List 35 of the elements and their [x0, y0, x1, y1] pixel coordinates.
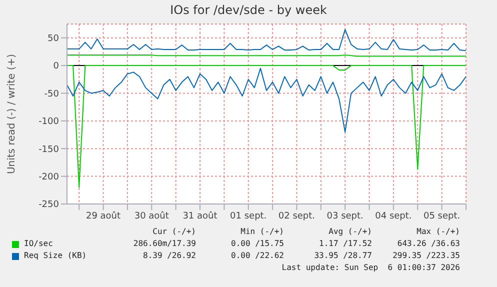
- text: Cur (-/+): [152, 226, 196, 238]
- text: Last update: Sun Sep 6 01:00:37 2026: [280, 262, 460, 274]
- text: 8.39 /26.92: [142, 250, 196, 262]
- y-tick-label: -100: [38, 117, 60, 128]
- text: 33.95 /28.77: [313, 250, 372, 262]
- x-tick-label: 04 sept.: [375, 211, 412, 222]
- legend-label: IO/sec: [23, 238, 54, 250]
- x-tick-label: 03 sept.: [326, 211, 364, 222]
- y-tick-label: -150: [38, 144, 60, 155]
- chart-title: IOs for /dev/sde - by week: [169, 3, 328, 17]
- text: 643.26 /36.63: [396, 238, 460, 250]
- y-tick-label: -50: [44, 89, 60, 100]
- text: 299.35 /223.35: [392, 250, 460, 262]
- x-tick-label: 31 août: [182, 210, 218, 222]
- y-tick-label: 0: [53, 62, 60, 72]
- text: Avg (-/+): [328, 226, 372, 238]
- y-tick-label: 50: [48, 34, 60, 44]
- x-tick-label: 30 août: [134, 210, 170, 222]
- line-series: [67, 65, 466, 188]
- text: 1.17 /17.52: [318, 238, 372, 250]
- y-tick-label: -200: [38, 172, 60, 183]
- text: Min (-/+): [240, 226, 284, 238]
- x-tick-label: 02 sept.: [278, 211, 316, 222]
- text: 286.60m/17.39: [132, 238, 196, 250]
- x-tick-label: 29 août: [86, 210, 122, 222]
- line-series: [67, 29, 466, 52]
- legend-label: Req Size (KB): [23, 250, 88, 262]
- y-axis-title: Units read (-) / write (+): [6, 54, 18, 174]
- text: 0.00 /15.75: [230, 238, 284, 250]
- text: Max (-/+): [416, 226, 460, 238]
- x-tick-label: 05 sept.: [423, 211, 460, 222]
- y-tick-label: -250: [38, 200, 60, 210]
- line-series: [67, 68, 466, 132]
- text: 0.00 /22.62: [230, 250, 284, 262]
- x-tick-label: 01 sept.: [230, 211, 267, 222]
